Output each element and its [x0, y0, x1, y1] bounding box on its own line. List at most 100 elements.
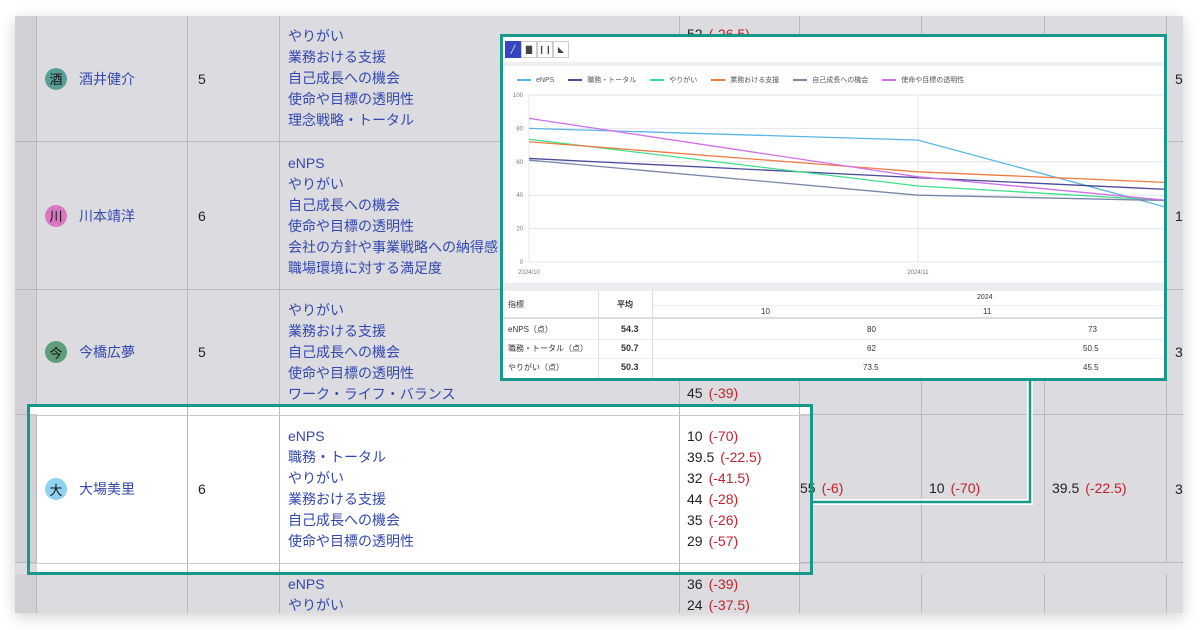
- item-link[interactable]: やりがい: [288, 28, 344, 44]
- legend-label: 業務おける支援: [730, 77, 780, 84]
- table-row-label: やりがい（点）: [508, 363, 564, 372]
- item-link[interactable]: ワーク・ライフ・バランス: [288, 385, 456, 402]
- avatar: 大: [45, 478, 67, 500]
- item-link[interactable]: 使命や目標の透明性: [288, 533, 414, 549]
- item-link[interactable]: 自己成長への機会: [288, 70, 400, 86]
- line-chart-icon[interactable]: ╱: [505, 41, 521, 58]
- item-link[interactable]: 使命や目標の透明性: [288, 364, 414, 381]
- x-tick-label: 2024/10: [518, 270, 540, 276]
- table-avg: 50.3: [621, 362, 639, 372]
- y-tick-label: 0: [520, 260, 524, 266]
- row-gutter: [15, 16, 37, 142]
- item-link[interactable]: 自己成長への機会: [288, 343, 400, 360]
- value-line: 44 (-28): [687, 491, 739, 507]
- legend-item[interactable]: 業務おける支援: [711, 75, 779, 85]
- y-tick-label: 80: [516, 126, 523, 132]
- section-divider: [503, 283, 1164, 291]
- value-line: 45 (-39): [687, 385, 739, 401]
- item-link[interactable]: 理念戦略・トータル: [288, 112, 414, 128]
- value-cell: [800, 574, 922, 613]
- item-link[interactable]: やりがい: [288, 597, 344, 613]
- row-divider: [30, 415, 812, 416]
- avg-header: 平均: [617, 300, 633, 309]
- row-gutter: [15, 415, 37, 563]
- line-chart: 0 20 40 60 80 100 2024/10 2024/11: [513, 93, 1164, 276]
- item-link[interactable]: やりがい: [288, 470, 344, 486]
- values-cell: 36 (-39) 24 (-37.5): [680, 574, 800, 613]
- row-gutter: [15, 290, 37, 415]
- table-value: 62: [867, 344, 876, 353]
- item-link[interactable]: 職務・トータル: [288, 449, 386, 465]
- legend-item[interactable]: 職務・トータル: [568, 75, 636, 85]
- y-tick-label: 20: [516, 227, 523, 233]
- item-link[interactable]: eNPS: [288, 576, 325, 592]
- item-link[interactable]: やりがい: [288, 301, 344, 318]
- item-link[interactable]: 会社の方針や事業戦略への納得感: [288, 238, 498, 255]
- year-header: 2024: [977, 294, 993, 301]
- legend-item[interactable]: 自己成長への機会: [793, 75, 868, 85]
- values-cell: 10 (-70) 39.5 (-22.5) 32 (-41.5) 44 (-28) 35…: [680, 404, 800, 574]
- member-name[interactable]: 酒井健介: [79, 70, 135, 87]
- legend-item[interactable]: 使命や目標の透明性: [882, 75, 964, 85]
- member-name[interactable]: 今橋広夢: [79, 344, 135, 360]
- item-link[interactable]: 自己成長への機会: [288, 512, 400, 528]
- series-line: [528, 141, 1164, 184]
- value-line: 29 (-57): [687, 533, 739, 549]
- chart-legend: eNPS 職務・トータル やりがい 業務おける支援 自己成長への機会 使命や目標の透明性: [517, 75, 964, 85]
- member-name[interactable]: 川本靖洋: [79, 207, 135, 224]
- item-link[interactable]: eNPS: [288, 154, 325, 171]
- value-line: 36 (-39): [687, 576, 739, 592]
- value-line: 39.5 (-22.5): [1052, 480, 1127, 496]
- series-line: [528, 157, 1164, 190]
- pause-icon[interactable]: ❙❙: [537, 41, 553, 58]
- item-link[interactable]: 自己成長への機会: [288, 196, 400, 213]
- avatar: 酒: [45, 67, 67, 90]
- item-link[interactable]: 業務おける支援: [288, 49, 386, 65]
- legend-label: 自己成長への機会: [812, 77, 869, 84]
- y-tick-label: 60: [516, 160, 523, 166]
- member-cell[interactable]: 川川本靖洋: [37, 142, 188, 290]
- area-chart-icon[interactable]: ◣: [553, 41, 569, 58]
- legend-swatch: [517, 79, 531, 81]
- value-line: 10 (-70): [687, 428, 739, 444]
- item-link[interactable]: 業務おける支援: [288, 491, 386, 507]
- item-link[interactable]: 使命や目標の透明性: [288, 217, 414, 234]
- member-cell[interactable]: 大大場美里: [37, 404, 188, 574]
- series-line: [528, 138, 1164, 201]
- month-header: 11: [983, 307, 992, 316]
- last-cell: 3: [1167, 415, 1183, 563]
- member-name[interactable]: 大場美里: [79, 481, 135, 497]
- value-cell: [922, 574, 1045, 613]
- table-value: 45.5: [1083, 363, 1099, 372]
- count-cell: 6: [188, 142, 280, 290]
- y-tick-label: 40: [516, 193, 523, 199]
- table-value: 50.5: [1083, 344, 1099, 353]
- value-line: 35 (-26): [687, 512, 739, 528]
- legend-swatch: [711, 79, 726, 81]
- series-line: [528, 117, 1164, 201]
- row-gutter: [15, 142, 37, 290]
- table-value: 73.5: [863, 363, 879, 372]
- item-link[interactable]: 業務おける支援: [288, 322, 386, 339]
- y-tick-label: 100: [513, 93, 524, 99]
- legend-swatch: [793, 79, 808, 81]
- legend-swatch: [882, 79, 897, 81]
- series-line: [528, 159, 1164, 202]
- member-cell[interactable]: 酒酒井健介: [37, 16, 188, 142]
- legend-swatch: [568, 79, 583, 81]
- item-link[interactable]: やりがい: [288, 175, 344, 192]
- legend-item[interactable]: eNPS: [517, 75, 554, 85]
- last-cell: 1: [1167, 142, 1183, 290]
- table-row-label: eNPS（点）: [508, 325, 553, 334]
- row-divider: [30, 563, 812, 564]
- row-gutter: [15, 574, 37, 613]
- metric-header: 指標: [508, 300, 524, 309]
- item-link[interactable]: eNPS: [288, 428, 325, 444]
- bar-chart-icon[interactable]: ▇: [521, 41, 537, 58]
- items-cell: eNPS 職務・トータル やりがい業務おける支援 自己成長への機会 使命や目標の透明性: [280, 404, 680, 574]
- legend-item[interactable]: やりがい: [650, 75, 697, 85]
- item-link[interactable]: 職場環境に対する満足度: [288, 259, 442, 276]
- item-link[interactable]: 使命や目標の透明性: [288, 91, 414, 107]
- count-cell: [188, 574, 280, 613]
- table-value: 73: [1088, 325, 1097, 334]
